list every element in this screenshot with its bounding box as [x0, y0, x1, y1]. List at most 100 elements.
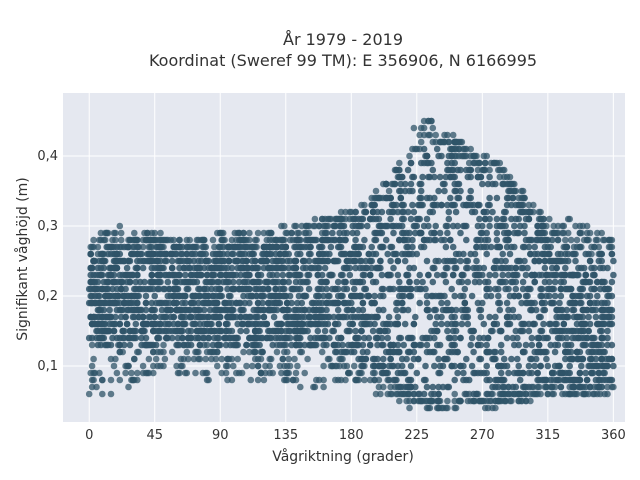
scatter-point: [422, 152, 429, 160]
scatter-point: [315, 222, 323, 230]
scatter-point: [356, 292, 364, 300]
scatter-point: [120, 341, 128, 349]
scatter-point: [562, 376, 569, 384]
scatter-point: [109, 285, 116, 293]
scatter-point: [560, 222, 568, 230]
scatter-point: [396, 397, 403, 405]
scatter-point: [295, 292, 303, 300]
scatter-point: [166, 320, 173, 328]
scatter-point: [166, 285, 173, 293]
scatter-point: [596, 376, 604, 384]
scatter-point: [483, 250, 491, 258]
scatter-point: [541, 264, 549, 272]
scatter-point: [433, 145, 441, 153]
scatter-point: [521, 243, 528, 251]
scatter-point: [592, 355, 600, 363]
scatter-point: [359, 341, 367, 349]
scatter-point: [350, 285, 358, 293]
scatter-point: [438, 236, 445, 244]
scatter-point: [129, 327, 137, 335]
scatter-point: [531, 299, 538, 307]
scatter-point: [88, 341, 96, 349]
scatter-point: [260, 243, 268, 251]
scatter-point: [378, 208, 386, 216]
scatter-point: [355, 215, 362, 223]
scatter-point: [315, 306, 323, 314]
scatter-point: [173, 327, 180, 335]
scatter-point: [158, 306, 166, 314]
scatter-point: [464, 264, 472, 272]
scatter-point: [559, 313, 566, 321]
scatter-point: [123, 264, 131, 272]
scatter-point: [451, 390, 459, 398]
scatter-point: [368, 194, 376, 202]
scatter-point: [594, 229, 601, 237]
scatter-point: [412, 313, 419, 321]
scatter-point: [489, 390, 496, 398]
scatter-point: [279, 271, 287, 279]
scatter-point: [551, 292, 559, 300]
scatter-point: [244, 264, 252, 272]
scatter-point: [372, 215, 380, 223]
scatter-point: [541, 306, 549, 314]
scatter-point: [591, 285, 598, 293]
scatter-point: [170, 299, 177, 307]
scatter-point: [451, 159, 459, 167]
scatter-point: [544, 390, 552, 398]
scatter-point: [436, 173, 444, 181]
scatter-point: [486, 194, 493, 202]
scatter-point: [334, 243, 342, 251]
scatter-point: [107, 341, 115, 349]
scatter-point: [492, 376, 499, 384]
scatter-point: [148, 250, 156, 258]
scatter-point: [496, 306, 504, 314]
scatter-point: [215, 320, 223, 328]
scatter-point: [289, 313, 297, 321]
scatter-point: [214, 341, 221, 349]
scatter-point: [196, 264, 204, 272]
scatter-point: [451, 362, 459, 370]
scatter-point: [170, 313, 177, 321]
scatter-point: [547, 341, 554, 349]
scatter-point: [398, 355, 406, 363]
scatter-point: [234, 257, 241, 265]
scatter-point: [219, 236, 227, 244]
scatter-point: [182, 292, 189, 300]
scatter-point: [416, 194, 424, 202]
scatter-point: [94, 341, 102, 349]
scatter-point: [471, 271, 479, 279]
scatter-point: [447, 145, 454, 153]
scatter-point: [492, 285, 499, 293]
scatter-point: [519, 187, 527, 195]
scatter-point: [202, 355, 209, 363]
scatter-point: [401, 320, 409, 328]
scatter-point: [569, 250, 576, 258]
scatter-point: [431, 348, 438, 356]
scatter-point: [417, 124, 425, 132]
scatter-point: [305, 271, 313, 279]
scatter-point: [314, 264, 322, 272]
scatter-point: [301, 341, 309, 349]
scatter-point: [110, 264, 118, 272]
scatter-point: [168, 257, 176, 265]
scatter-point: [433, 327, 441, 335]
scatter-point: [516, 257, 524, 265]
scatter-point: [96, 369, 103, 377]
scatter-point: [396, 159, 403, 167]
scatter-point: [463, 355, 470, 363]
scatter-point: [110, 362, 118, 370]
scatter-point: [398, 201, 406, 209]
scatter-point: [425, 222, 432, 230]
scatter-point: [299, 257, 307, 265]
scatter-point: [112, 278, 119, 286]
scatter-point: [110, 320, 118, 328]
scatter-point: [318, 236, 326, 244]
scatter-point: [512, 271, 520, 279]
scatter-point: [486, 166, 493, 174]
scatter-point: [483, 292, 491, 300]
scatter-point: [315, 313, 323, 321]
scatter-point: [537, 390, 544, 398]
scatter-point: [90, 236, 97, 244]
scatter-point: [340, 222, 348, 230]
scatter-point: [582, 390, 589, 398]
